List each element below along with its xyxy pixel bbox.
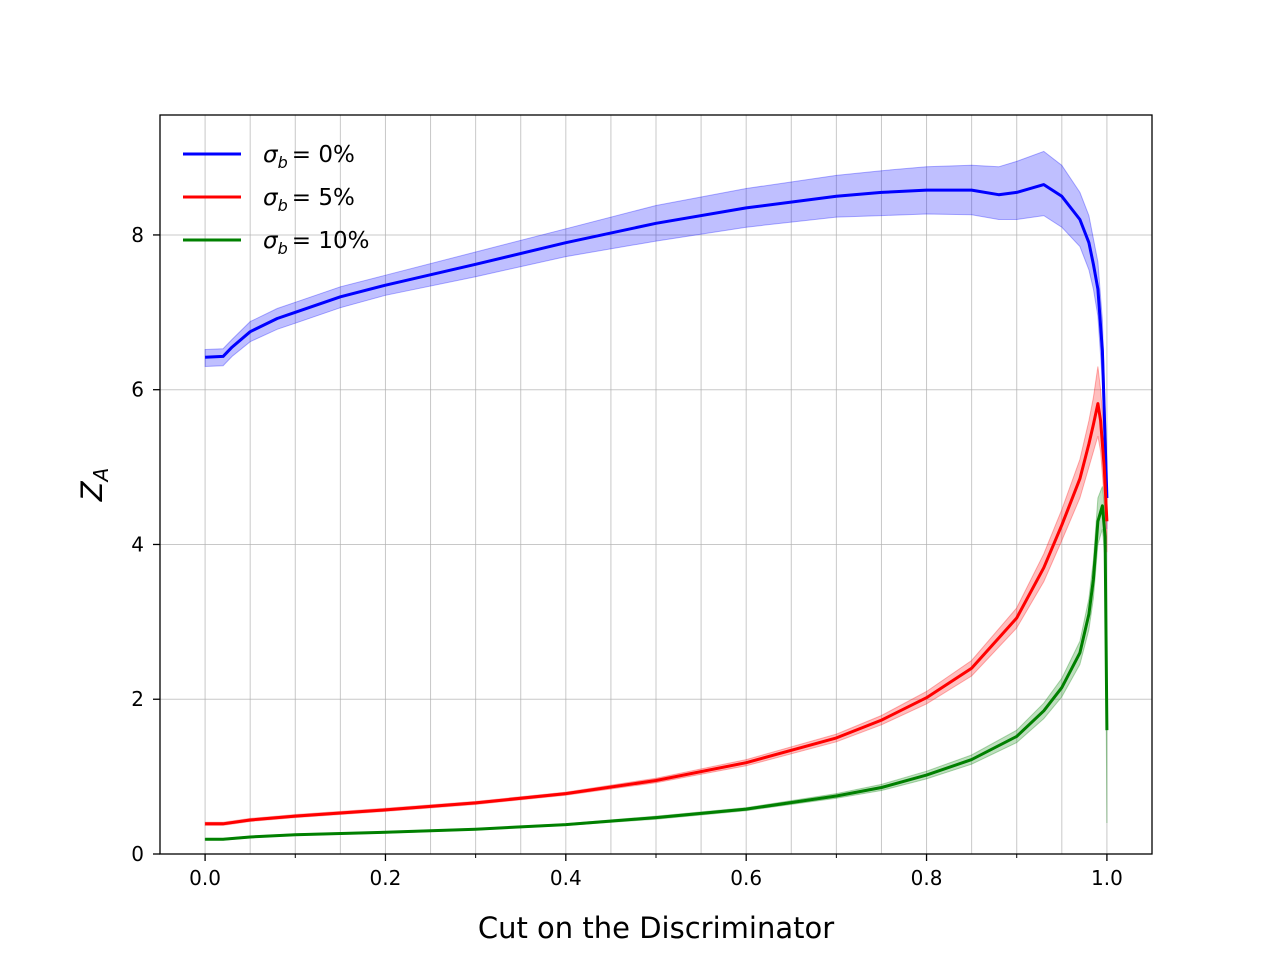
x-tick-label-3: 0.6 bbox=[730, 866, 762, 890]
axis-ticks: 0.0 0.2 0.4 0.6 0.8 1.0 0 2 4 6 8 bbox=[131, 223, 1123, 890]
series-lines bbox=[205, 183, 1109, 841]
legend-label-1: σb = 5% bbox=[263, 185, 355, 215]
legend-label-2: σb = 10% bbox=[263, 228, 369, 258]
x-tick-label-4: 0.8 bbox=[911, 866, 943, 890]
series-2-line bbox=[205, 504, 1109, 841]
x-tick-label-0: 0.0 bbox=[189, 866, 221, 890]
legend-label-0: σb = 0% bbox=[263, 142, 355, 172]
y-tick-label-1: 2 bbox=[131, 687, 144, 711]
y-axis-label-main: Z bbox=[75, 480, 109, 502]
y-tick-label-4: 8 bbox=[131, 223, 144, 247]
x-tick-label-1: 0.2 bbox=[370, 866, 402, 890]
series-0-band bbox=[204, 150, 1108, 530]
y-axis-label: ZA bbox=[75, 468, 113, 503]
x-tick-label-2: 0.4 bbox=[550, 866, 582, 890]
legend: σb = 0% σb = 5% σb = 10% bbox=[183, 142, 369, 258]
series-1-line bbox=[205, 402, 1109, 826]
x-axis-label: Cut on the Discriminator bbox=[478, 911, 834, 945]
y-tick-label-2: 4 bbox=[131, 532, 144, 556]
y-tick-label-0: 0 bbox=[131, 842, 144, 866]
series-1-band bbox=[204, 366, 1108, 826]
y-axis-label-subscript: A bbox=[89, 468, 113, 484]
y-tick-label-3: 6 bbox=[131, 378, 144, 402]
series-0-line bbox=[205, 183, 1109, 499]
x-tick-label-5: 1.0 bbox=[1091, 866, 1123, 890]
